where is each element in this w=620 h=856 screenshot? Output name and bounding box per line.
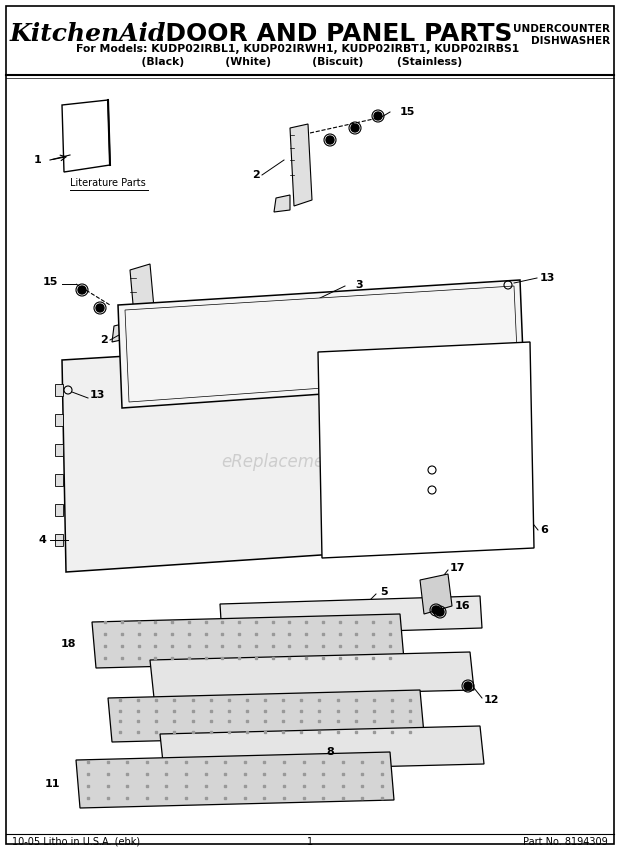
Polygon shape (274, 195, 290, 212)
Text: 8: 8 (326, 747, 334, 757)
Polygon shape (318, 342, 534, 558)
Text: 4: 4 (38, 535, 46, 545)
Text: KitchenAid: KitchenAid (10, 22, 167, 46)
Polygon shape (55, 384, 63, 396)
Polygon shape (55, 474, 63, 486)
Polygon shape (108, 690, 424, 742)
Polygon shape (290, 124, 312, 206)
Text: 5: 5 (380, 587, 388, 597)
Circle shape (326, 136, 334, 144)
Text: 10-05 Litho in U.S.A. (ebk): 10-05 Litho in U.S.A. (ebk) (12, 837, 140, 847)
Text: 11: 11 (45, 779, 60, 789)
Polygon shape (130, 264, 156, 338)
Text: 18: 18 (61, 639, 76, 649)
Polygon shape (55, 534, 63, 546)
Text: DISHWASHER: DISHWASHER (531, 36, 610, 46)
Circle shape (436, 608, 444, 616)
Polygon shape (220, 596, 482, 636)
Circle shape (464, 682, 472, 690)
Text: 1: 1 (34, 155, 42, 165)
Text: UNDERCOUNTER: UNDERCOUNTER (513, 24, 610, 34)
Circle shape (78, 286, 86, 294)
Polygon shape (76, 752, 394, 808)
Text: 13: 13 (540, 273, 556, 283)
Polygon shape (62, 100, 110, 172)
Polygon shape (160, 726, 484, 772)
Polygon shape (125, 286, 518, 402)
Text: 2: 2 (100, 335, 108, 345)
Text: 17: 17 (450, 563, 466, 573)
Text: 15: 15 (43, 277, 58, 287)
Text: 15: 15 (400, 107, 415, 117)
Text: 6: 6 (540, 525, 548, 535)
Polygon shape (92, 614, 404, 668)
Text: For Models: KUDP02IRBL1, KUDP02IRWH1, KUDP02IRBT1, KUDP02IRBS1: For Models: KUDP02IRBL1, KUDP02IRWH1, KU… (76, 44, 519, 54)
Polygon shape (55, 444, 63, 456)
Text: 1: 1 (307, 837, 313, 847)
Text: eReplacementParts.com: eReplacementParts.com (221, 453, 424, 472)
Text: (Black)           (White)           (Biscuit)         (Stainless): (Black) (White) (Biscuit) (Stainless) (133, 57, 462, 67)
Polygon shape (55, 504, 63, 516)
Polygon shape (118, 280, 524, 408)
Text: 13: 13 (90, 390, 105, 400)
Text: Literature Parts: Literature Parts (70, 178, 146, 188)
Text: 2: 2 (252, 170, 260, 180)
Text: 3: 3 (355, 280, 363, 290)
Circle shape (374, 112, 382, 120)
Polygon shape (62, 340, 396, 572)
Text: .DOOR AND PANEL PARTS: .DOOR AND PANEL PARTS (156, 22, 513, 46)
Circle shape (432, 606, 440, 614)
Circle shape (351, 124, 359, 132)
Text: Part No. 8194309: Part No. 8194309 (523, 837, 608, 847)
Polygon shape (420, 574, 452, 614)
Polygon shape (112, 322, 130, 342)
Text: 16: 16 (455, 601, 471, 611)
Circle shape (96, 304, 104, 312)
Polygon shape (55, 414, 63, 426)
Text: 12: 12 (484, 695, 500, 705)
Polygon shape (150, 652, 474, 698)
